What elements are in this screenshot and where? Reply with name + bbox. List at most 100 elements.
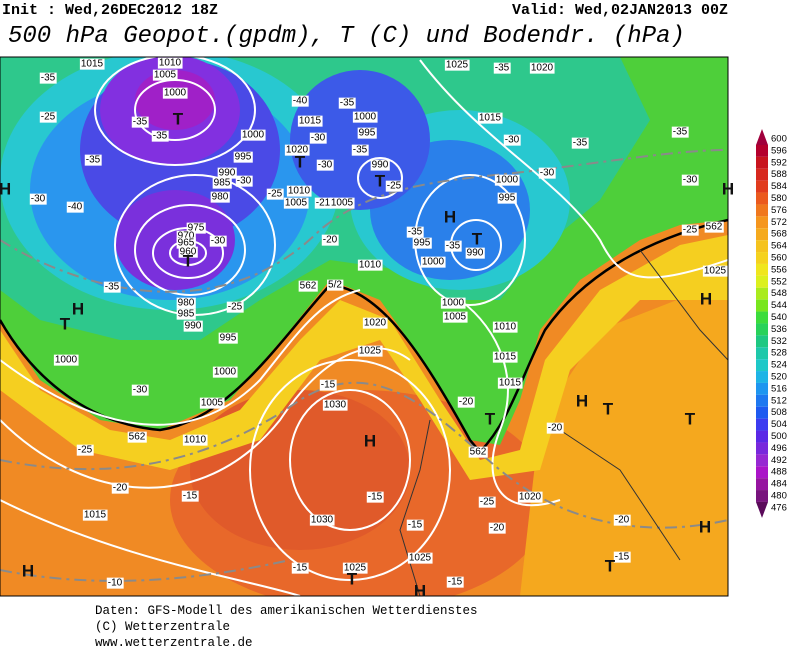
map-label: 970: [178, 231, 195, 242]
map-label: 1025: [344, 563, 367, 574]
label-box: [199, 397, 225, 409]
map-label: 990: [185, 321, 202, 332]
map-label: -30: [31, 194, 46, 205]
label-box: [152, 69, 178, 81]
map-label: 1000: [164, 88, 187, 99]
label-box: [704, 221, 724, 233]
color-swatch: [756, 180, 768, 193]
map-label: 1025: [359, 346, 382, 357]
map-label: 985: [178, 309, 195, 320]
map-label: -20: [113, 483, 128, 494]
label-box: [53, 354, 79, 366]
map-label: 1015: [499, 378, 522, 389]
map-label: -25: [480, 497, 495, 508]
color-swatch: [756, 335, 768, 348]
label-box: [176, 237, 196, 249]
map-label: 965: [178, 238, 195, 249]
label-box: [468, 446, 488, 458]
map-label: -15: [321, 380, 336, 391]
map-label: -10: [108, 578, 123, 589]
label-box: [406, 519, 424, 531]
map-label: 1020: [519, 492, 542, 503]
map-label: 990: [467, 248, 484, 259]
map-label: 975: [188, 223, 205, 234]
label-box: [440, 297, 466, 309]
scale-label: 596: [771, 145, 787, 156]
label-box: [370, 159, 390, 171]
label-box: [444, 59, 470, 71]
label-box: [322, 399, 348, 411]
label-box: [329, 197, 355, 209]
label-box: [442, 311, 468, 323]
map-label: 995: [359, 128, 376, 139]
map-label: -25: [228, 302, 243, 313]
color-scale: 6005965925885845805765725685645605565525…: [756, 129, 787, 518]
map-label: -35: [495, 63, 510, 74]
scale-label: 476: [771, 502, 787, 513]
scale-label: 544: [771, 300, 787, 311]
scale-label: 512: [771, 395, 787, 406]
scale-label: 504: [771, 419, 787, 430]
scale-label: 536: [771, 324, 787, 335]
map-label: 1005: [201, 398, 224, 409]
scale-label: 572: [771, 217, 787, 228]
label-box: [291, 95, 309, 107]
map-label: -25: [41, 112, 56, 123]
label-box: [157, 57, 183, 69]
scale-label: 500: [771, 431, 787, 442]
scale-label: 524: [771, 360, 787, 371]
scale-label: 528: [771, 348, 787, 359]
label-box: [492, 321, 518, 333]
scale-label: 564: [771, 241, 787, 252]
scale-label: 548: [771, 288, 787, 299]
label-box: [351, 144, 369, 156]
map-label: -35: [105, 282, 120, 293]
color-swatch: [756, 454, 768, 467]
color-swatch: [756, 466, 768, 479]
map-label: 1005: [285, 198, 308, 209]
label-box: [465, 247, 485, 259]
map-label: -35: [86, 155, 101, 166]
high-marker: H: [72, 299, 84, 318]
map-label: 562: [706, 222, 723, 233]
map-label: -20: [548, 423, 563, 434]
label-box: [342, 562, 368, 574]
high-marker: H: [444, 207, 456, 226]
high-marker: H: [414, 581, 426, 600]
map-field: [0, 57, 728, 596]
label-box: [218, 332, 238, 344]
label-box: [497, 192, 517, 204]
map-label: -30: [237, 176, 252, 187]
label-box: [297, 115, 323, 127]
color-swatch: [756, 204, 768, 217]
label-box: [186, 222, 206, 234]
label-box: [286, 185, 312, 197]
map-label: 990: [219, 168, 236, 179]
label-box: [407, 552, 433, 564]
map-label: 562: [300, 281, 317, 292]
label-box: [338, 97, 356, 109]
scale-label: 508: [771, 407, 787, 418]
map-label: -35: [408, 227, 423, 238]
low-marker: T: [347, 569, 358, 588]
map-label: 1000: [242, 130, 265, 141]
label-box: [309, 514, 335, 526]
color-swatch: [756, 382, 768, 395]
color-swatch: [756, 144, 768, 157]
label-box: [266, 188, 284, 200]
color-swatch: [756, 228, 768, 241]
label-box: [457, 396, 475, 408]
label-box: [217, 167, 237, 179]
color-swatch: [756, 406, 768, 419]
map-label: -25: [683, 225, 698, 236]
label-box: [240, 129, 266, 141]
map-label: -21: [316, 198, 331, 209]
label-box: [321, 234, 339, 246]
color-swatch: [756, 240, 768, 253]
low-marker: T: [60, 314, 71, 333]
scale-label: 480: [771, 491, 787, 502]
map-label: 5/2: [328, 280, 342, 291]
label-box: [681, 174, 699, 186]
map-label: -35: [340, 98, 355, 109]
